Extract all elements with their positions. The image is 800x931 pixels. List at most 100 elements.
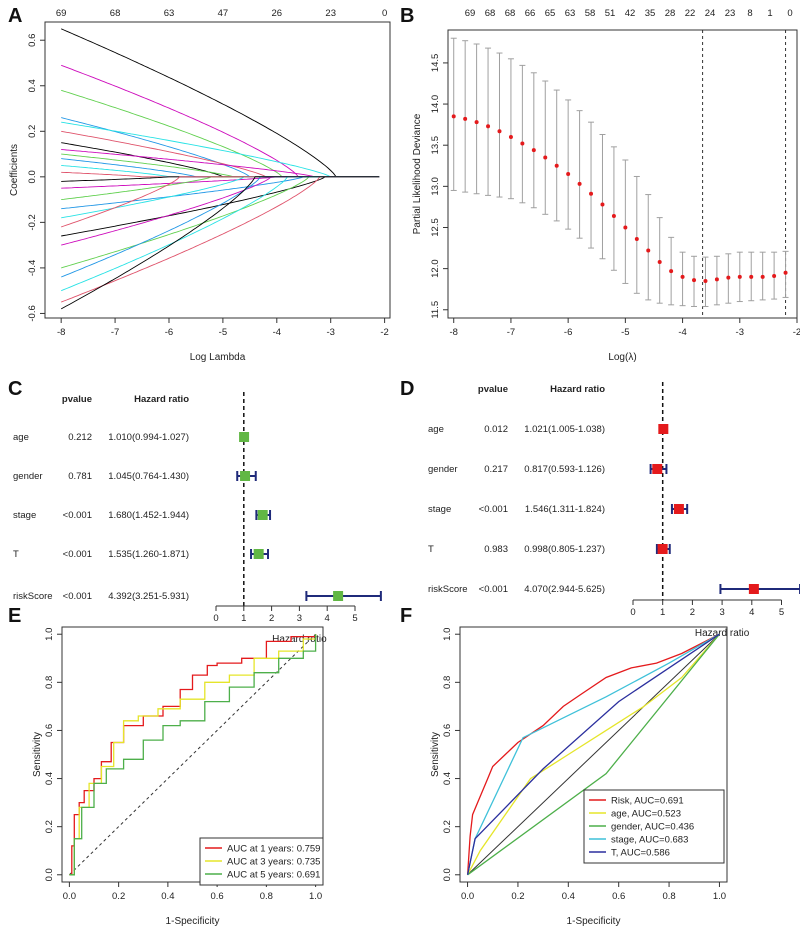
panel-f-x-tick-label: 0.2	[511, 891, 524, 902]
panel-c-row-pvalue: <0.001	[63, 591, 92, 602]
panel-c-hr-marker	[257, 510, 268, 520]
coefficient-path	[60, 176, 380, 310]
panel-d-row-pvalue: 0.012	[484, 424, 508, 435]
deviance-point	[543, 155, 548, 160]
coefficient-path	[61, 153, 380, 178]
panel-f-y-tick-label: 1.0	[442, 628, 453, 641]
panel-e-y-tick-label: 0.4	[44, 772, 55, 785]
panel-c-hr-marker	[333, 591, 344, 601]
deviance-point	[623, 225, 628, 230]
panel-c-row-label: riskScore	[13, 591, 53, 602]
panel-d-row-pvalue: 0.983	[484, 544, 508, 555]
roc-curve	[467, 633, 720, 876]
deviance-point	[692, 278, 697, 283]
panel-b-y-tick-label: 12.5	[430, 218, 441, 237]
panel-a-y-tick-label: -0.6	[27, 305, 38, 321]
panel-c-x-tick-label: 0	[213, 613, 218, 624]
panel-b-top-tick-label: 68	[485, 8, 496, 19]
panel-f-x-tick-label: 0.8	[662, 891, 675, 902]
panel-a-top-tick-label: 26	[272, 8, 283, 19]
panel-c-hr-marker	[239, 432, 250, 442]
panel-a-plot-box	[44, 21, 391, 319]
deviance-point	[600, 202, 605, 207]
deviance-point	[760, 274, 765, 279]
panel-b-top-tick-label: 0	[787, 8, 792, 19]
panel-a-x-tick-label: -4	[273, 327, 281, 338]
legend-label: AUC at 3 years: 0.735	[227, 857, 320, 868]
panel-e-y-tick-label: 0.2	[44, 820, 55, 833]
deviance-point	[772, 274, 777, 279]
panel-e-y-tick-label: 0.6	[44, 724, 55, 737]
panel-label-f: F	[400, 605, 412, 627]
deviance-point	[577, 181, 582, 186]
coefficient-path	[61, 176, 380, 303]
coefficient-path	[61, 171, 380, 178]
panel-c-hr-marker	[240, 471, 251, 481]
panel-d-row-label: gender	[428, 464, 458, 475]
panel-label-b: B	[400, 5, 414, 27]
panel-c-x-tick-label: 3	[297, 613, 302, 624]
panel-d-x-tick-label: 0	[630, 607, 635, 618]
panel-f-x-tick-label: 0.4	[562, 891, 575, 902]
panel-d-hr-marker	[657, 544, 668, 554]
panel-b-x-tick-label: -8	[449, 327, 457, 338]
panel-d-row-hr: 4.070(2.944-5.625)	[524, 584, 605, 595]
deviance-point	[474, 120, 479, 125]
deviance-point	[611, 213, 616, 218]
panel-c-row-pvalue: <0.001	[63, 510, 92, 521]
deviance-point	[669, 269, 674, 274]
panel-b-top-tick-label: 68	[505, 8, 516, 19]
panel-a-x-tick-label: -8	[57, 327, 65, 338]
panel-c-x-tick-label: 1	[241, 613, 246, 624]
panel-a-x-tick-label: -3	[326, 327, 334, 338]
panel-a-top-tick-label: 0	[382, 8, 387, 19]
panel-e-x-axis-label: 1-Specificity	[166, 916, 220, 927]
panel-label-e: E	[8, 605, 21, 627]
deviance-point	[714, 277, 719, 282]
panel-f-y-tick-label: 0.2	[442, 820, 453, 833]
panel-a-top-tick-label: 69	[56, 8, 67, 19]
panel-b-plot-box	[447, 29, 798, 319]
panel-b-y-tick-label: 13.0	[430, 177, 441, 196]
panel-b-top-tick-label: 42	[625, 8, 636, 19]
panel-b-y-tick-label: 14.5	[430, 54, 441, 73]
panel-b-x-tick-label: -2	[793, 327, 800, 338]
deviance-point	[463, 116, 468, 121]
panel-a-x-tick-label: -6	[165, 327, 173, 338]
panel-a-top-tick-label: 63	[164, 8, 175, 19]
panel-a-y-axis-label: Coefficients	[9, 144, 20, 196]
panel-c-x-axis-label: Hazard ratio	[272, 634, 327, 645]
panel-c-row-hr: 1.535(1.260-1.871)	[108, 549, 189, 560]
panel-d-row-hr: 0.998(0.805-1.237)	[524, 544, 605, 555]
panel-e-x-tick-label: 0.4	[161, 891, 174, 902]
panel-e-x-tick-label: 0.0	[63, 891, 76, 902]
panel-e-y-tick-label: 1.0	[44, 628, 55, 641]
deviance-point	[703, 278, 708, 283]
panel-b-top-tick-label: 69	[465, 8, 476, 19]
panel-b-top-tick-label: 58	[585, 8, 596, 19]
coefficient-path	[61, 121, 380, 178]
panel-d-hr-marker	[658, 424, 669, 434]
deviance-point	[634, 237, 639, 242]
panel-c-row-label: stage	[13, 510, 36, 521]
panel-d-x-tick-label: 2	[690, 607, 695, 618]
coefficient-path	[61, 176, 380, 189]
legend-label: AUC at 1 years: 0.759	[227, 844, 320, 855]
panel-a-y-tick-label: 0.6	[27, 34, 38, 47]
panel-c-row-pvalue: 0.212	[68, 432, 92, 443]
panel-d-hr-marker	[748, 584, 759, 594]
panel-b-y-tick-label: 12.0	[430, 259, 441, 278]
panel-f-x-tick-label: 0.6	[612, 891, 625, 902]
panel-a-x-axis-label: Log Lambda	[190, 352, 246, 363]
legend-label: age, AUC=0.523	[611, 809, 681, 820]
panel-b-top-tick-label: 1	[767, 8, 772, 19]
panel-label-c: C	[8, 378, 22, 400]
roc-curve	[466, 633, 720, 875]
roc-curve	[467, 633, 720, 876]
panel-b-top-tick-label: 65	[545, 8, 556, 19]
legend-label: stage, AUC=0.683	[611, 835, 688, 846]
panel-c-row-hr: 1.010(0.994-1.027)	[108, 432, 189, 443]
panel-c-x-tick-label: 2	[269, 613, 274, 624]
